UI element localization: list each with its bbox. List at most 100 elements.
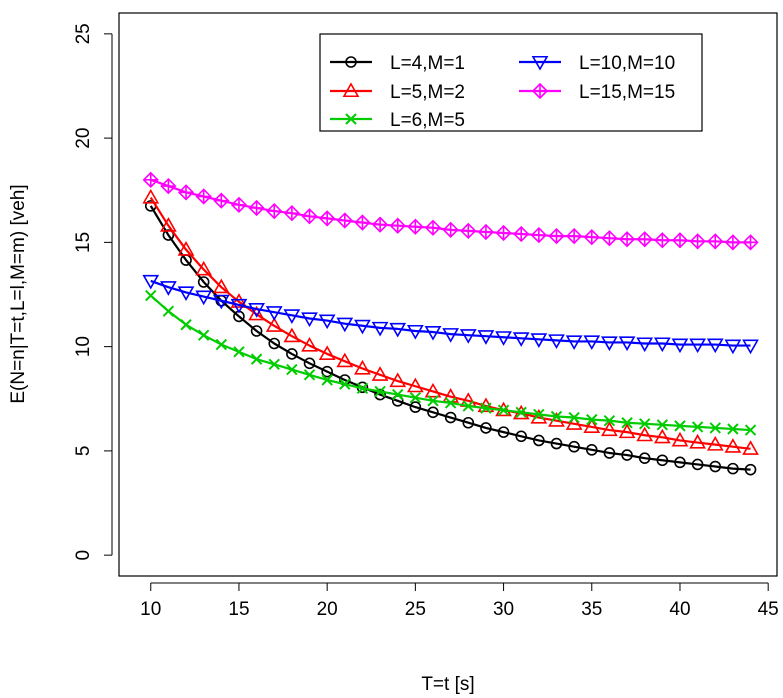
data-point	[674, 420, 686, 432]
marker-shape	[515, 406, 527, 419]
marker-shape	[142, 274, 160, 290]
data-point	[480, 422, 492, 434]
legend-marker	[345, 56, 357, 68]
marker-shape	[515, 430, 528, 443]
data-point	[197, 329, 210, 341]
data-point	[233, 346, 245, 358]
marker-shape	[180, 319, 192, 331]
marker-shape	[212, 278, 230, 294]
data-point	[601, 336, 618, 352]
marker-shape	[724, 339, 742, 355]
data-point	[618, 336, 636, 352]
data-point	[742, 440, 759, 455]
data-point	[409, 401, 422, 413]
marker-shape	[565, 335, 583, 351]
data-point	[548, 227, 565, 245]
data-point	[389, 372, 407, 388]
data-point	[265, 306, 283, 321]
data-point	[145, 289, 157, 302]
data-point	[586, 413, 598, 426]
data-point	[301, 208, 318, 225]
x-tick-label: 30	[493, 599, 514, 620]
data-point	[336, 317, 354, 333]
marker-shape	[691, 421, 704, 433]
marker-shape	[636, 426, 654, 442]
data-point	[654, 232, 671, 249]
y-tick-label: 20	[73, 128, 94, 149]
data-point	[653, 428, 671, 444]
marker-shape	[727, 462, 739, 475]
marker-shape	[427, 395, 439, 407]
data-point	[371, 366, 389, 381]
marker-shape	[462, 400, 474, 412]
marker-shape	[601, 336, 618, 352]
marker-shape	[268, 358, 280, 371]
marker-shape	[142, 188, 160, 204]
marker-shape	[568, 411, 580, 424]
x-tick-label: 25	[405, 599, 426, 620]
marker-shape	[497, 404, 510, 416]
data-point	[477, 330, 495, 345]
data-point	[248, 199, 265, 217]
marker-shape	[345, 56, 357, 68]
marker-shape	[550, 410, 563, 423]
data-point	[674, 456, 686, 469]
marker-shape	[565, 415, 583, 430]
data-point	[319, 210, 336, 227]
data-point	[177, 286, 195, 302]
data-point	[160, 281, 177, 296]
data-point	[142, 171, 159, 188]
legend-label: L=5,M=2	[390, 82, 465, 103]
data-point	[371, 216, 389, 233]
data-point	[603, 447, 616, 459]
marker-shape	[497, 426, 510, 438]
data-point	[162, 229, 175, 241]
marker-shape	[303, 369, 316, 381]
data-point	[636, 231, 653, 248]
marker-shape	[618, 423, 636, 439]
data-point	[160, 177, 177, 195]
marker-shape	[303, 357, 316, 370]
marker-shape	[371, 321, 389, 337]
data-point	[268, 358, 280, 371]
data-point	[706, 436, 724, 451]
marker-shape	[250, 353, 263, 365]
marker-shape	[248, 305, 265, 321]
data-point	[550, 437, 563, 450]
marker-shape	[618, 336, 636, 352]
data-point	[389, 217, 406, 234]
data-point	[318, 314, 336, 330]
marker-shape	[197, 276, 210, 288]
data-point	[407, 218, 424, 235]
marker-shape	[301, 312, 318, 328]
data-point	[160, 217, 177, 232]
marker-shape	[233, 346, 245, 358]
x-tick-label: 35	[581, 599, 602, 620]
legend-label: L=4,M=1	[390, 53, 465, 74]
marker-shape	[653, 337, 671, 353]
marker-shape	[671, 431, 689, 447]
data-point	[530, 333, 548, 348]
marker-shape	[442, 328, 460, 343]
data-point	[638, 452, 651, 464]
data-point	[301, 312, 318, 328]
data-point	[180, 319, 192, 331]
data-point	[671, 232, 689, 249]
data-point	[671, 338, 689, 354]
marker-shape	[424, 382, 442, 398]
marker-shape	[548, 334, 565, 349]
marker-shape	[724, 438, 742, 453]
marker-shape	[160, 281, 177, 296]
marker-shape	[653, 428, 671, 444]
series-layer	[142, 171, 759, 476]
x-tick-label: 10	[140, 599, 161, 620]
data-point	[356, 382, 369, 395]
data-point	[621, 449, 633, 461]
data-point	[548, 334, 565, 349]
marker-shape	[533, 408, 545, 421]
series-L=6,M=5	[145, 289, 757, 436]
data-point	[742, 339, 759, 355]
marker-shape	[459, 329, 477, 344]
marker-shape	[321, 365, 333, 378]
